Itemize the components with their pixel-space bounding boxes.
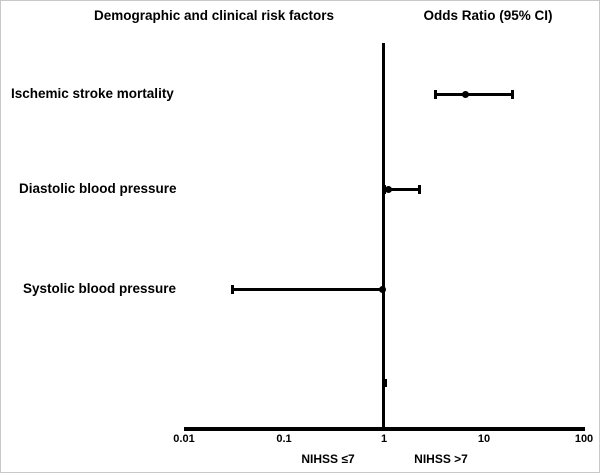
- row-label: Diastolic blood pressure: [19, 181, 177, 196]
- ci-cap-high: [418, 184, 422, 194]
- ci-cap-low: [230, 284, 234, 294]
- point-marker: [462, 90, 470, 98]
- x-tick-label: 100: [574, 433, 594, 445]
- left-column-title: Demographic and clinical risk factors: [93, 8, 335, 23]
- x-tick-label: 0.01: [173, 433, 195, 445]
- x-axis-group-label: NIHSS ≤7: [301, 452, 355, 466]
- ci-bar: [434, 92, 513, 96]
- ci-bar: [231, 287, 384, 291]
- x-axis-line: [184, 427, 585, 431]
- ci-bar: [384, 187, 421, 191]
- x-tick-label: 10: [477, 433, 491, 445]
- row-label: Ischemic stroke mortality: [11, 86, 174, 101]
- row-label: Systolic blood pressure: [23, 281, 177, 296]
- ci-cap-high: [511, 89, 514, 99]
- point-marker: [384, 185, 392, 193]
- x-tick-label: 0.1: [276, 433, 292, 445]
- x-axis-group-label: NIHSS >7: [414, 452, 468, 466]
- right-column-title: Odds Ratio (95% CI): [423, 8, 553, 23]
- x-tick-label: 1: [380, 433, 388, 445]
- ci-cap-low: [433, 89, 437, 99]
- ci-cap-low: [383, 184, 386, 194]
- point-marker: [381, 379, 387, 387]
- reference-line: [382, 43, 385, 431]
- point-marker: [379, 285, 387, 293]
